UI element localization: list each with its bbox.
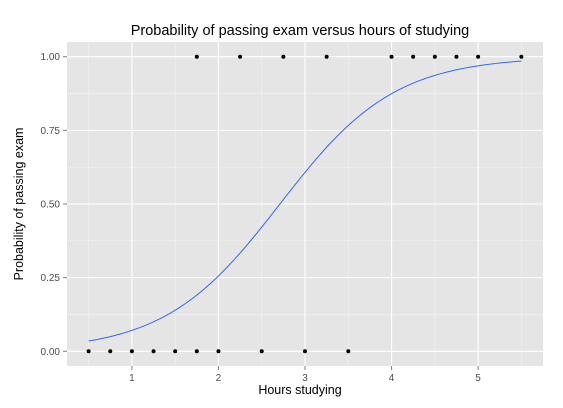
x-tick-label: 4 (389, 373, 395, 384)
data-point (454, 54, 459, 59)
data-point (303, 349, 307, 354)
data-point (86, 349, 91, 354)
data-point (259, 349, 264, 354)
data-point (151, 349, 156, 354)
y-tick-label: 0.00 (41, 347, 61, 358)
fit-curve-layer (88, 60, 522, 342)
data-point (238, 54, 243, 59)
data-point (346, 349, 351, 354)
data-point (432, 54, 437, 59)
axis-layer: 1 2 3 4 5 0.00 0.25 0.50 0.75 1.00 (41, 52, 482, 384)
y-tick-label: 0.75 (41, 126, 61, 137)
y-tick-label: 0.25 (41, 273, 61, 284)
data-point (108, 349, 113, 354)
x-axis-label: Hours studying (258, 383, 341, 397)
data-point (411, 54, 416, 59)
y-tick-label: 1.00 (41, 52, 61, 63)
fit-curve-line (88, 60, 522, 342)
y-axis-label: Probability of passing exam (12, 128, 26, 281)
data-point (216, 349, 221, 354)
data-point (281, 54, 286, 59)
x-tick-label: 5 (475, 373, 481, 384)
data-point (389, 54, 394, 59)
data-point (324, 54, 329, 59)
data-point (519, 54, 524, 59)
grid-layer (67, 42, 543, 366)
x-tick-label: 2 (216, 373, 222, 384)
x-tick-label: 1 (129, 373, 135, 384)
data-point (194, 54, 199, 59)
data-point (129, 349, 134, 354)
data-point (476, 54, 481, 59)
data-point (194, 349, 199, 354)
data-points-layer (86, 54, 524, 354)
chart-title: Probability of passing exam versus hours… (131, 23, 470, 39)
y-tick-label: 0.50 (41, 200, 61, 211)
data-point (173, 349, 178, 354)
x-tick-label: 3 (302, 373, 308, 384)
